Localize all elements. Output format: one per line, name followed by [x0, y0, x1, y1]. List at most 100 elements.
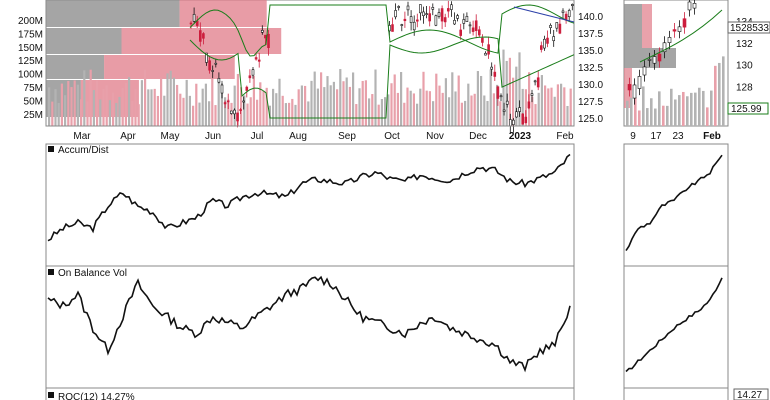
volume-axis-label: 200M [18, 16, 43, 27]
inset-volume-bar [714, 65, 717, 126]
candle-body [233, 109, 236, 115]
volume-bar [361, 80, 364, 126]
inset-accum-dist-line [625, 154, 723, 252]
volume-bar [307, 101, 310, 126]
candle-body [481, 37, 484, 43]
volume-bar [560, 83, 563, 126]
inset-volume-bar [658, 91, 661, 126]
volume-bar [502, 49, 505, 126]
inset-x-axis-label: 23 [672, 131, 684, 142]
volume-bar [214, 105, 217, 126]
inset-volume-bar [662, 105, 665, 126]
profile-bar-grey [46, 28, 122, 54]
volume-bar [92, 90, 95, 126]
volume-bar [160, 77, 163, 126]
candle-body [254, 57, 258, 60]
volume-bar [252, 75, 255, 126]
volume-bar [208, 101, 211, 126]
profile-bar-grey [46, 0, 180, 27]
inset-volume-bar [698, 87, 701, 126]
candle-body [409, 16, 413, 23]
volume-bar [547, 88, 550, 126]
candle-body [471, 27, 475, 32]
volume-bar [550, 87, 553, 126]
inset-volume-bar [690, 92, 693, 126]
candle-body [453, 19, 456, 25]
volume-bar [83, 70, 86, 126]
volume-axis-label: 100M [18, 70, 43, 81]
inset-candle-body [672, 29, 677, 32]
volume-bar [473, 93, 476, 126]
candle-body [403, 18, 407, 22]
candle-body [549, 25, 552, 28]
volume-bar [220, 80, 223, 126]
volume-bar [563, 87, 566, 126]
volume-bar [262, 90, 265, 126]
inset-candle-body [627, 84, 632, 91]
volume-bar [358, 88, 361, 126]
candle-body [226, 100, 230, 103]
candle-body [487, 44, 490, 55]
candle-body [202, 33, 205, 39]
candle-body [217, 78, 221, 83]
candle-body [524, 116, 528, 124]
volume-bar [73, 80, 76, 126]
inset-profile-bar [642, 4, 652, 48]
candle-body [505, 100, 509, 105]
x-axis-label: May [161, 131, 180, 142]
volume-bar [163, 95, 166, 126]
inset-price-axis-label: 132 [736, 39, 753, 50]
inset-candle-body [642, 66, 647, 76]
volume-bar [339, 69, 342, 126]
candle-body [536, 77, 540, 88]
volume-bars [48, 49, 572, 126]
candle-body [465, 15, 469, 22]
volume-bar [505, 60, 508, 126]
volume-bar [300, 85, 303, 126]
x-axis-label: 2023 [509, 131, 532, 142]
inset-candle-body [692, 3, 697, 9]
bollinger-upper-line [189, 4, 575, 57]
inset-price-candles [627, 0, 697, 105]
candle-body [205, 52, 208, 63]
price-axis-label: 125.0 [578, 114, 603, 125]
inset-volume-bar [670, 88, 673, 126]
candle-body [394, 10, 397, 18]
volume-bar [544, 85, 547, 126]
candle-body [434, 15, 438, 26]
volume-bar [316, 88, 319, 126]
inset-volume-bar [638, 110, 641, 126]
volume-bar [147, 89, 150, 126]
roc-panel [45, 387, 575, 400]
volume-bar [326, 76, 329, 126]
candle-body [419, 4, 422, 14]
volume-bar [172, 77, 175, 126]
inset-volume-bar [654, 108, 657, 126]
candle-body [518, 107, 521, 112]
volume-bar [432, 101, 435, 126]
inset-volume-bar [710, 90, 713, 126]
volume-axis-labels: 200M 175M 150M 125M 100M 75M 50M 25M [18, 16, 43, 121]
inset-price-axis-label: 128 [736, 83, 753, 94]
x-axis-label: Sep [338, 131, 356, 142]
candle-body [220, 84, 224, 94]
volume-bar [467, 83, 470, 126]
accum-dist-panel [45, 143, 575, 267]
candle-body [257, 59, 261, 62]
candle-body [496, 86, 500, 99]
volume-axis-label: 50M [24, 96, 43, 107]
volume-bar [553, 96, 556, 126]
profile-bar-grey [46, 55, 105, 79]
volume-bar [342, 81, 345, 126]
candle-body [425, 13, 428, 15]
price-axis-label: 132.5 [578, 63, 603, 74]
volume-bar [227, 99, 230, 126]
inset-candle-body [667, 37, 672, 43]
volume-bar [224, 97, 227, 126]
volume-bar [281, 95, 284, 126]
inset-candle-body [632, 84, 637, 99]
moving-average-line [513, 6, 575, 23]
x-axis-label: Oct [384, 131, 400, 142]
price-axis-label: 127.5 [578, 97, 603, 108]
candle-body [567, 10, 571, 17]
